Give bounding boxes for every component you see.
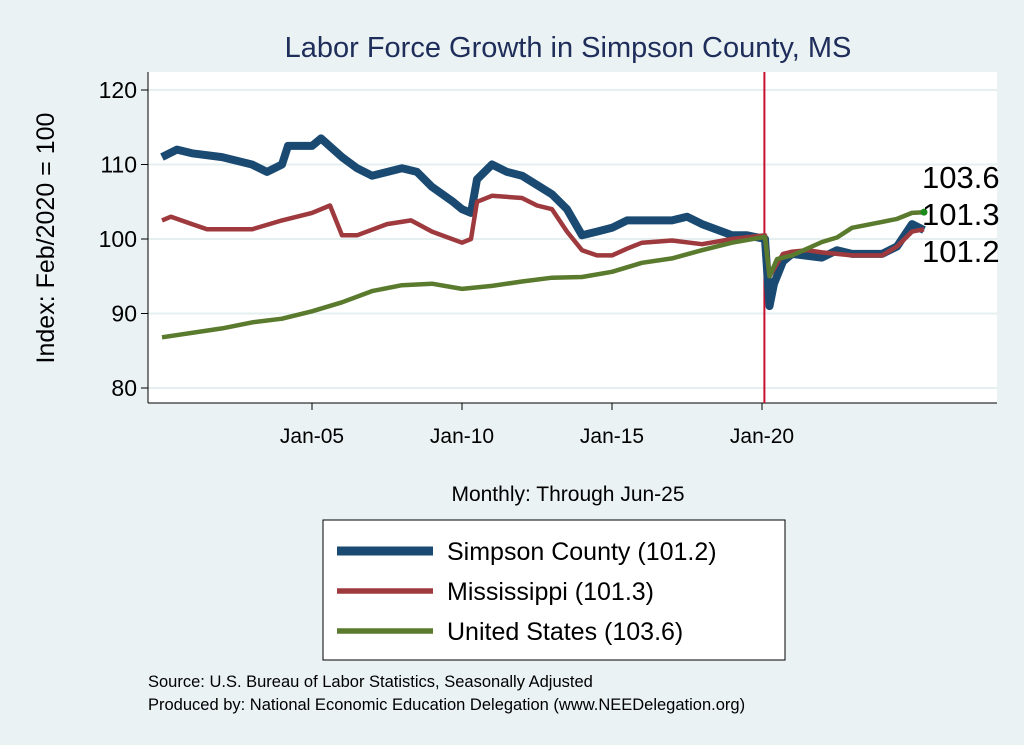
x-tick-label: Jan-15 xyxy=(580,425,644,448)
x-axis-label: Monthly: Through Jun-25 xyxy=(451,483,684,506)
y-tick-label: 90 xyxy=(111,301,137,327)
legend-label: Mississippi (101.3) xyxy=(447,578,654,606)
end-label: 103.6 xyxy=(922,160,1000,195)
y-tick-label: 80 xyxy=(111,375,137,401)
x-tick-label: Jan-20 xyxy=(730,425,794,448)
chart-title: Labor Force Growth in Simpson County, MS xyxy=(285,32,852,64)
producer-note: Produced by: National Economic Education… xyxy=(148,696,745,714)
end-marker xyxy=(920,208,928,216)
end-label: 101.3 xyxy=(922,197,1000,232)
series-line-2 xyxy=(161,209,925,340)
x-tick-label: Jan-05 xyxy=(280,425,344,448)
y-axis-label: Index: Feb/2020 = 100 xyxy=(32,113,60,364)
x-tick-label: Jan-10 xyxy=(430,425,494,448)
legend-label: United States (103.6) xyxy=(447,618,683,646)
y-tick-label: 100 xyxy=(99,226,137,252)
legend-label: Simpson County (101.2) xyxy=(447,538,717,566)
end-label: 101.2 xyxy=(922,234,1000,269)
y-tick-label: 120 xyxy=(99,77,137,103)
source-note: Source: U.S. Bureau of Labor Statistics,… xyxy=(148,673,593,691)
y-tick-label: 110 xyxy=(100,152,137,178)
